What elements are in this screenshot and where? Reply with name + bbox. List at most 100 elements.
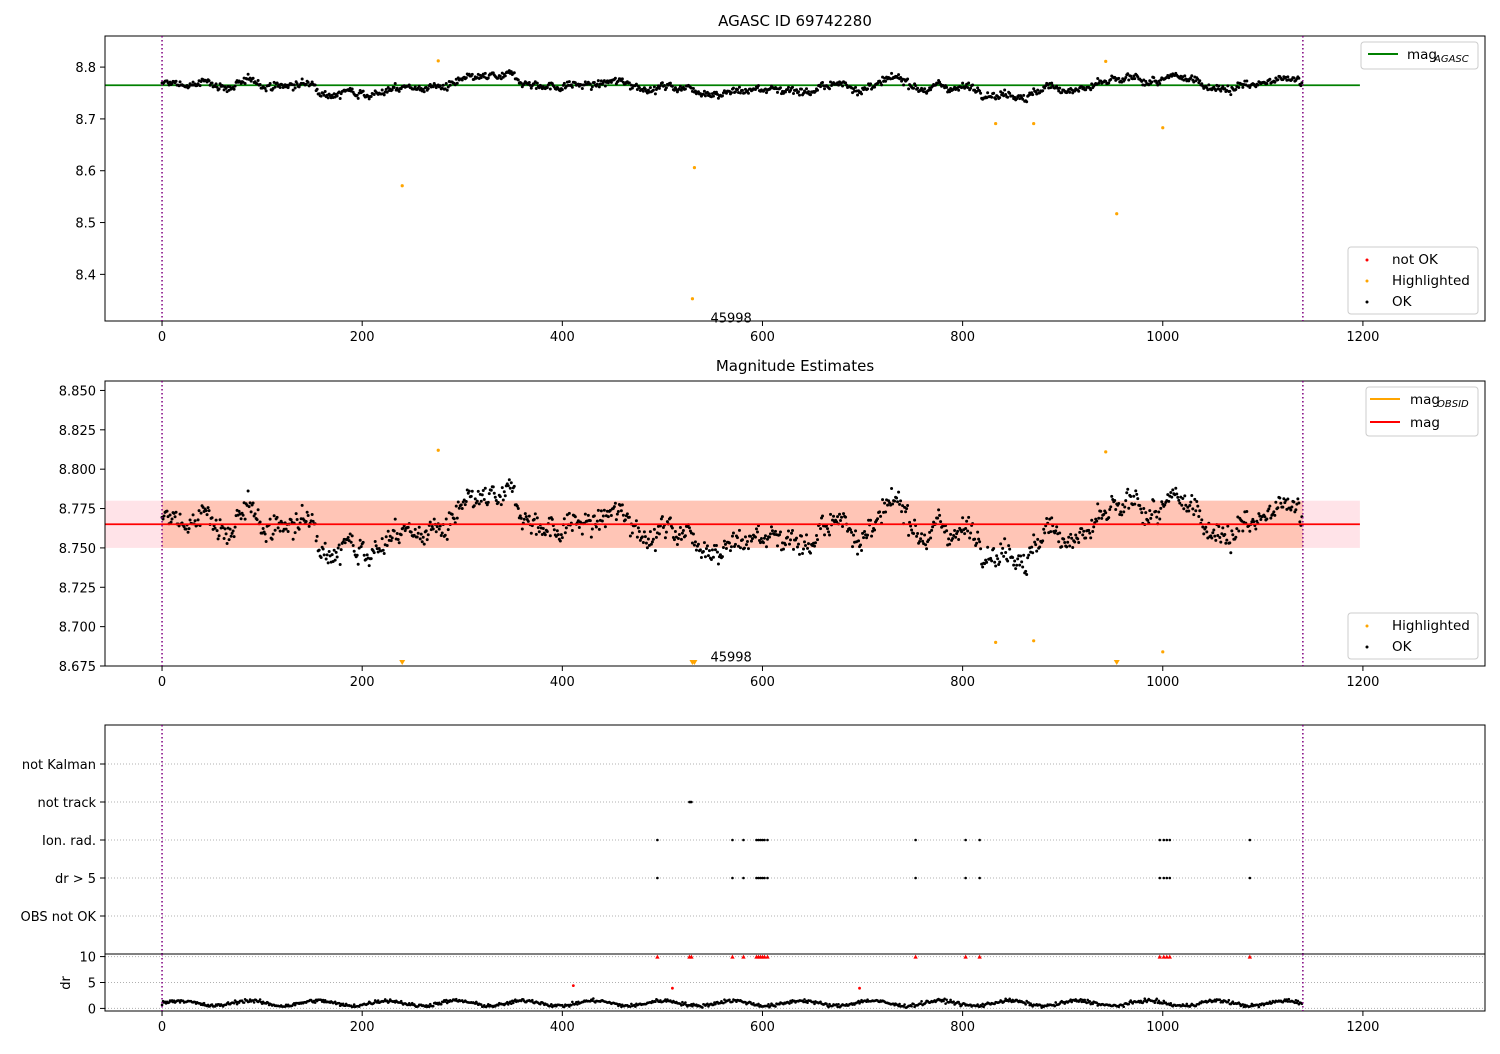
ok-point xyxy=(785,535,789,539)
dr-point xyxy=(1080,1000,1084,1004)
agasc-xtick-label: 0 xyxy=(158,330,166,345)
ok-point xyxy=(1175,492,1179,496)
dr-point xyxy=(865,1000,868,1004)
ok-point xyxy=(251,76,255,80)
dr-notok-point xyxy=(671,986,674,990)
dr-ytick-label: 10 xyxy=(79,951,96,966)
ok-point xyxy=(839,518,843,522)
ok-point xyxy=(372,551,376,555)
ok-point xyxy=(979,547,983,551)
ok-point xyxy=(210,81,214,85)
agasc-legend-top: mag AGASC xyxy=(1360,41,1479,70)
ok-point xyxy=(445,88,449,92)
ok-point xyxy=(680,531,684,535)
ok-point xyxy=(841,524,845,528)
ok-point xyxy=(1031,551,1035,555)
ok-point xyxy=(1259,518,1263,522)
ok-point xyxy=(306,80,310,84)
ok-point xyxy=(1117,501,1121,505)
magnitude-legend-top: mag OBSID mag xyxy=(1365,386,1479,437)
dr-xtick-label: 400 xyxy=(550,1020,575,1035)
ok-point xyxy=(881,498,885,502)
ok-point xyxy=(351,544,355,548)
ok-point xyxy=(860,549,864,553)
dr-point xyxy=(513,998,517,1001)
ok-point xyxy=(498,74,502,78)
ok-point xyxy=(816,538,820,542)
ok-point xyxy=(463,503,467,507)
ok-point xyxy=(678,525,682,529)
dr-point xyxy=(486,1002,490,1006)
flag-point xyxy=(978,838,981,842)
ok-point xyxy=(526,519,530,523)
ok-point xyxy=(1221,84,1225,88)
ok-point xyxy=(854,529,858,533)
ok-point xyxy=(243,517,247,521)
ok-point xyxy=(1224,541,1228,545)
agasc-xtick-label: 800 xyxy=(950,330,975,345)
dr-point xyxy=(1027,1001,1030,1004)
ok-point xyxy=(1132,74,1136,78)
ok-point xyxy=(710,548,714,552)
ok-point xyxy=(470,72,474,76)
ok-point xyxy=(507,478,511,482)
ok-point xyxy=(1043,86,1047,90)
dr-capped-marker xyxy=(741,954,746,959)
dr-point xyxy=(258,998,262,1001)
ok-point xyxy=(966,529,970,533)
ok-point xyxy=(215,529,219,533)
ok-point xyxy=(1127,506,1131,510)
ok-point xyxy=(1071,546,1075,550)
dr-point xyxy=(427,1005,431,1009)
ok-point xyxy=(188,518,192,522)
dr-point xyxy=(1086,998,1090,1002)
dr-point xyxy=(431,1004,435,1008)
ok-point xyxy=(280,83,284,87)
dr-point xyxy=(1095,1001,1099,1005)
ok-point xyxy=(545,529,549,533)
ok-point xyxy=(1273,513,1277,517)
ok-point xyxy=(735,88,739,92)
dr-point xyxy=(1053,1004,1056,1008)
agasc-panel-title: AGASC ID 69742280 xyxy=(718,12,872,30)
dr-notok-point xyxy=(858,986,861,990)
ok-point xyxy=(731,531,735,535)
ok-point xyxy=(977,537,981,541)
ok-point xyxy=(1113,499,1117,503)
flags-panel: not Kalman not track Ion. rad. dr > 5 OBS no… xyxy=(21,724,1486,955)
ok-point xyxy=(821,80,825,84)
ok-point xyxy=(826,527,830,531)
flag-category-label: dr > 5 xyxy=(55,872,96,887)
ok-point xyxy=(957,538,961,542)
magnitude-panel: Magnitude Estimates 0 200 400 600 800 1000 120… xyxy=(59,357,1486,690)
ok-point xyxy=(467,489,471,493)
ok-point xyxy=(258,82,262,86)
ok-point xyxy=(976,86,980,90)
ok-point xyxy=(367,97,371,101)
ok-point xyxy=(1067,535,1071,539)
ok-point xyxy=(746,547,750,551)
dr-point xyxy=(439,1002,443,1006)
ok-point xyxy=(304,520,308,524)
ok-point xyxy=(791,547,795,551)
ok-point xyxy=(270,537,274,541)
ok-point xyxy=(737,85,741,89)
ok-point xyxy=(386,86,390,90)
ok-point xyxy=(361,89,365,93)
ok-point xyxy=(679,537,683,541)
ok-point xyxy=(225,542,229,546)
ok-point xyxy=(444,517,448,521)
ok-point xyxy=(534,87,538,91)
ok-point xyxy=(1057,89,1061,93)
ok-point xyxy=(174,510,178,514)
flag-point xyxy=(763,838,766,842)
ok-point xyxy=(1234,535,1238,539)
ok-point xyxy=(422,90,426,94)
ok-point xyxy=(230,531,234,535)
ok-point xyxy=(966,85,970,89)
ok-point xyxy=(1088,531,1092,535)
ok-point xyxy=(997,562,1001,566)
flag-point xyxy=(757,838,760,842)
ok-point xyxy=(1296,497,1300,501)
dr-point xyxy=(1143,997,1147,1000)
